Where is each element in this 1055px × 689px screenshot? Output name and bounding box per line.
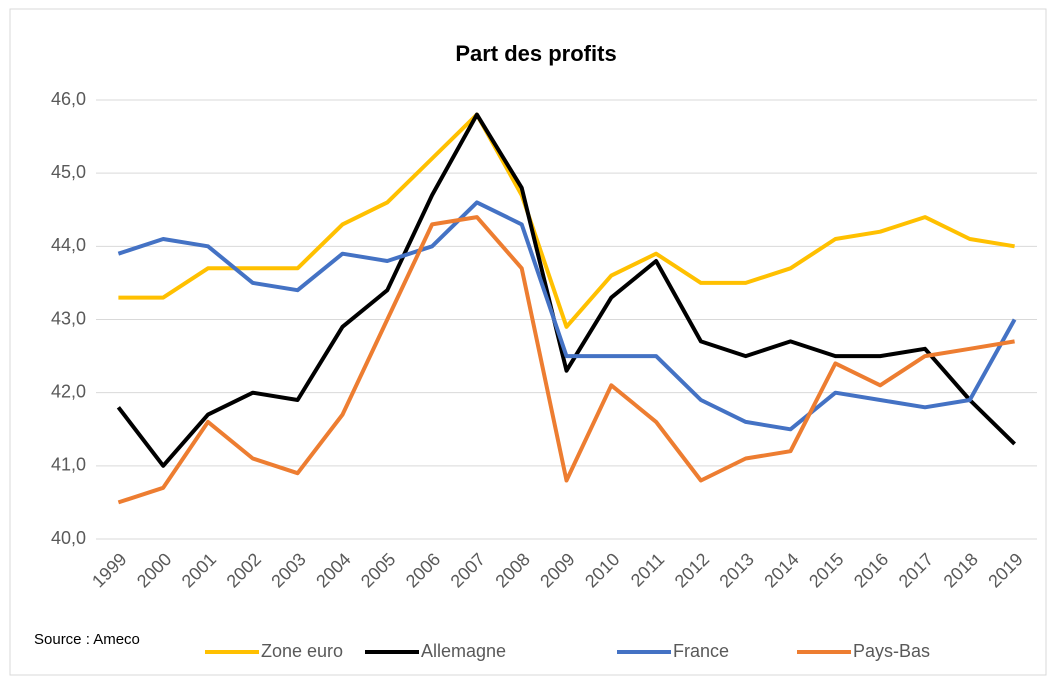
source: Source : Ameco: [34, 631, 140, 648]
legend-label: Pays-Bas: [853, 641, 930, 661]
y-tick-label: 42,0: [51, 381, 86, 401]
y-tick-label: 46,0: [51, 89, 86, 109]
legend-label: Allemagne: [421, 641, 506, 661]
y-tick-label: 40,0: [51, 528, 86, 548]
series-line: [117, 215, 1015, 505]
series-line: [117, 200, 1017, 432]
y-tick-label: 45,0: [51, 162, 86, 182]
y-tick-label: 44,0: [51, 235, 86, 255]
series-line: [118, 112, 1015, 329]
chart-border: [9, 8, 1047, 676]
legend-label: Zone euro: [261, 641, 343, 661]
legend-label: France: [673, 641, 729, 661]
y-tick-label: 43,0: [51, 308, 86, 328]
series-line: [116, 112, 1016, 468]
chart-title: Part des profits: [455, 41, 616, 66]
y-tick-label: 41,0: [51, 455, 86, 475]
